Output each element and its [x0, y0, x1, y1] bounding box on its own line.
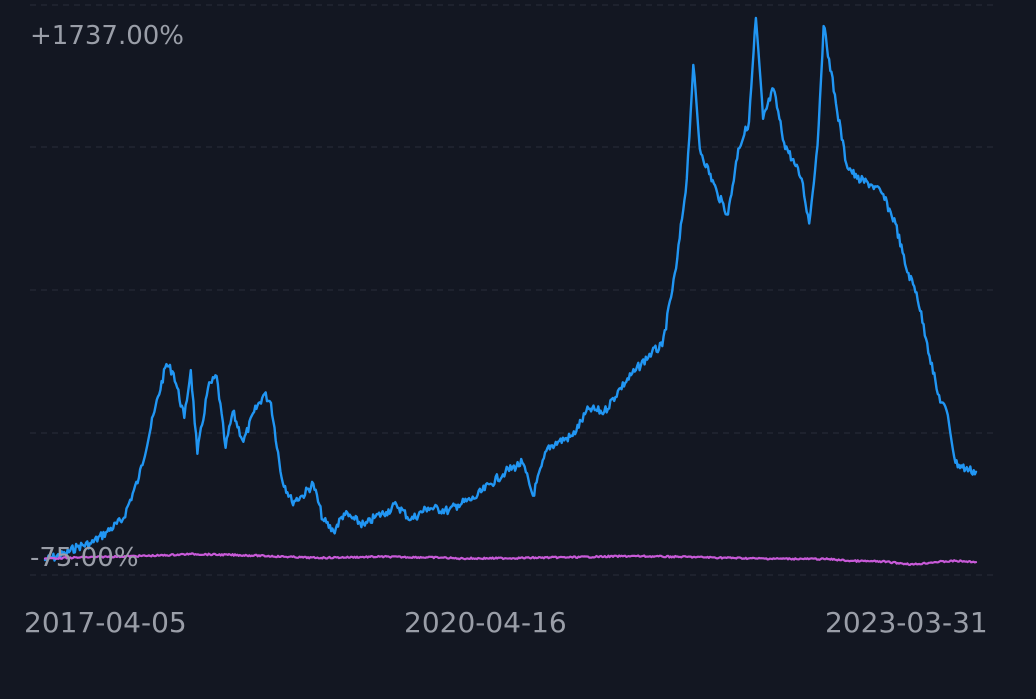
- x-tick-label-3: 2023-03-31: [825, 606, 988, 639]
- series-line-blue: [43, 16, 978, 562]
- x-tick-label-2: 2020-04-16: [404, 606, 567, 639]
- y-tick-label-top: +1737.00%: [30, 21, 184, 51]
- y-tick-label-bottom: -75.00%: [30, 543, 139, 573]
- x-tick-label-1: 2017-04-05: [24, 606, 187, 639]
- series-line-purple: [43, 552, 978, 566]
- grid-lines: [30, 4, 998, 576]
- series-layer: [43, 16, 978, 566]
